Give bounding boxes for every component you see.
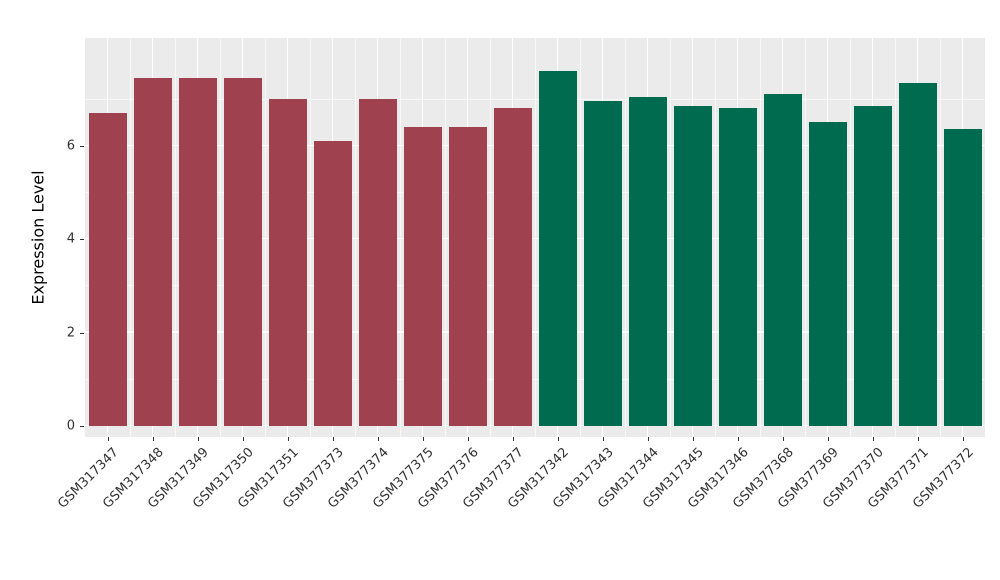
gridline-vertical-minor <box>670 38 671 437</box>
x-tick-mark <box>512 437 514 441</box>
bar <box>718 108 757 426</box>
bar <box>943 129 982 426</box>
gridline-vertical-minor <box>805 38 806 437</box>
gridline-vertical-minor <box>355 38 356 437</box>
bar <box>313 141 352 426</box>
bar <box>628 96 667 426</box>
gridline-vertical-minor <box>490 38 491 437</box>
bar <box>403 127 442 426</box>
x-tick-mark <box>737 437 739 441</box>
y-tick-label: 4 <box>66 231 75 247</box>
x-tick-mark <box>242 437 244 441</box>
bar <box>808 122 847 426</box>
x-tick-mark <box>917 437 919 441</box>
bar <box>268 99 307 426</box>
y-tick-mark <box>80 332 84 334</box>
x-tick-mark <box>467 437 469 441</box>
bar <box>583 101 622 426</box>
gridline-vertical-minor <box>535 38 536 437</box>
gridline-vertical-minor <box>715 38 716 437</box>
x-tick-mark <box>197 437 199 441</box>
bar <box>223 78 262 426</box>
bar <box>898 82 937 426</box>
bar <box>763 94 802 426</box>
bar <box>88 113 127 426</box>
gridline-vertical-minor <box>265 38 266 437</box>
gridline-vertical-minor <box>130 38 131 437</box>
bar <box>538 71 577 426</box>
x-tick-mark <box>377 437 379 441</box>
x-tick-mark <box>287 437 289 441</box>
gridline-vertical-minor <box>175 38 176 437</box>
y-tick-label: 2 <box>66 325 75 341</box>
x-tick-mark <box>692 437 694 441</box>
bar <box>673 106 712 426</box>
bar <box>133 78 172 426</box>
x-tick-mark <box>422 437 424 441</box>
bar <box>493 108 532 426</box>
gridline-vertical-minor <box>625 38 626 437</box>
x-tick-mark <box>782 437 784 441</box>
bar <box>853 106 892 426</box>
gridline-vertical-minor <box>940 38 941 437</box>
gridline-vertical-minor <box>895 38 896 437</box>
x-tick-mark <box>152 437 154 441</box>
plot-panel <box>85 38 985 437</box>
bar <box>178 78 217 426</box>
x-tick-mark <box>107 437 109 441</box>
y-tick-label: 0 <box>66 418 75 434</box>
x-tick-mark <box>872 437 874 441</box>
x-tick-mark <box>647 437 649 441</box>
gridline-vertical-minor <box>310 38 311 437</box>
gridline-vertical-minor <box>850 38 851 437</box>
x-tick-mark <box>332 437 334 441</box>
bar <box>448 127 487 426</box>
x-tick-mark <box>827 437 829 441</box>
y-tick-mark <box>80 239 84 241</box>
gridline-vertical-minor <box>400 38 401 437</box>
x-tick-mark <box>962 437 964 441</box>
x-tick-mark <box>557 437 559 441</box>
x-tick-mark <box>602 437 604 441</box>
gridline-vertical-minor <box>220 38 221 437</box>
gridline-vertical-minor <box>760 38 761 437</box>
y-tick-label: 6 <box>66 138 75 154</box>
gridline-vertical-minor <box>580 38 581 437</box>
bar <box>358 99 397 426</box>
gridline-vertical-minor <box>445 38 446 437</box>
y-tick-mark <box>80 145 84 147</box>
y-tick-mark <box>80 426 84 427</box>
